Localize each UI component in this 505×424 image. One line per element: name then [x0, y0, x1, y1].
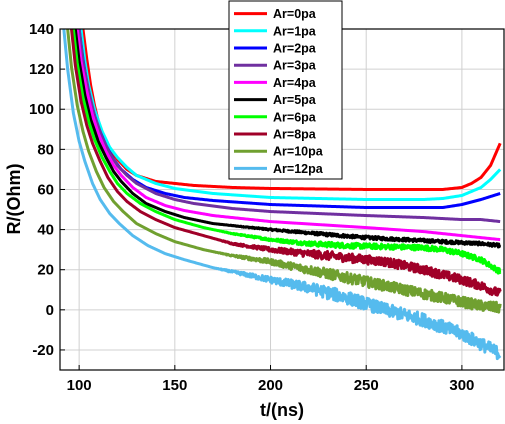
x-tick-label: 150 — [162, 377, 187, 394]
y-tick-label: 20 — [37, 262, 54, 279]
y-tick-label: 120 — [29, 61, 54, 78]
x-axis-title: t/(ns) — [260, 400, 304, 420]
legend-label: Ar=6pa — [273, 110, 317, 124]
legend-label: Ar=0pa — [273, 7, 317, 21]
legend: Ar=0pa Ar=1pa Ar=2pa Ar=3pa Ar=4pa Ar=5pa Ar=6… — [228, 0, 343, 180]
y-tick-label: 60 — [37, 181, 54, 198]
series-line-0 — [81, 29, 502, 191]
y-tick-label: 80 — [37, 141, 54, 158]
x-tick-label: 200 — [258, 377, 283, 394]
series-layer — [62, 29, 502, 361]
legend-label: Ar=4pa — [273, 76, 317, 90]
legend-label: Ar=1pa — [273, 24, 317, 38]
legend-label: Ar=12pa — [273, 162, 324, 176]
series-line-5 — [73, 29, 502, 249]
x-axis: 100 150 200 250 300 — [67, 365, 474, 394]
y-axis-title: R/(Ohm) — [4, 164, 24, 235]
x-tick-label: 100 — [67, 377, 92, 394]
x-tick-label: 300 — [449, 377, 474, 394]
series-line-4 — [75, 29, 501, 242]
legend-label: Ar=2pa — [273, 42, 317, 56]
y-axis: -20 0 20 40 60 80 100 120 140 — [29, 21, 65, 359]
y-tick-label: 40 — [37, 222, 54, 239]
legend-label: Ar=10pa — [273, 145, 324, 159]
series-line-3 — [77, 29, 501, 224]
legend-label: Ar=3pa — [273, 59, 317, 73]
series-line-9 — [62, 29, 502, 361]
series-line-8 — [66, 29, 502, 314]
x-tick-label: 250 — [354, 377, 379, 394]
y-tick-label: 100 — [29, 101, 54, 118]
series-line-1 — [79, 29, 502, 201]
legend-label: Ar=8pa — [273, 128, 317, 142]
legend-label: Ar=5pa — [273, 93, 317, 107]
y-tick-label: 140 — [29, 21, 54, 38]
y-tick-label: 0 — [46, 302, 54, 319]
series-line-7 — [69, 29, 502, 297]
y-tick-label: -20 — [32, 342, 54, 359]
series-line-6 — [71, 29, 502, 275]
